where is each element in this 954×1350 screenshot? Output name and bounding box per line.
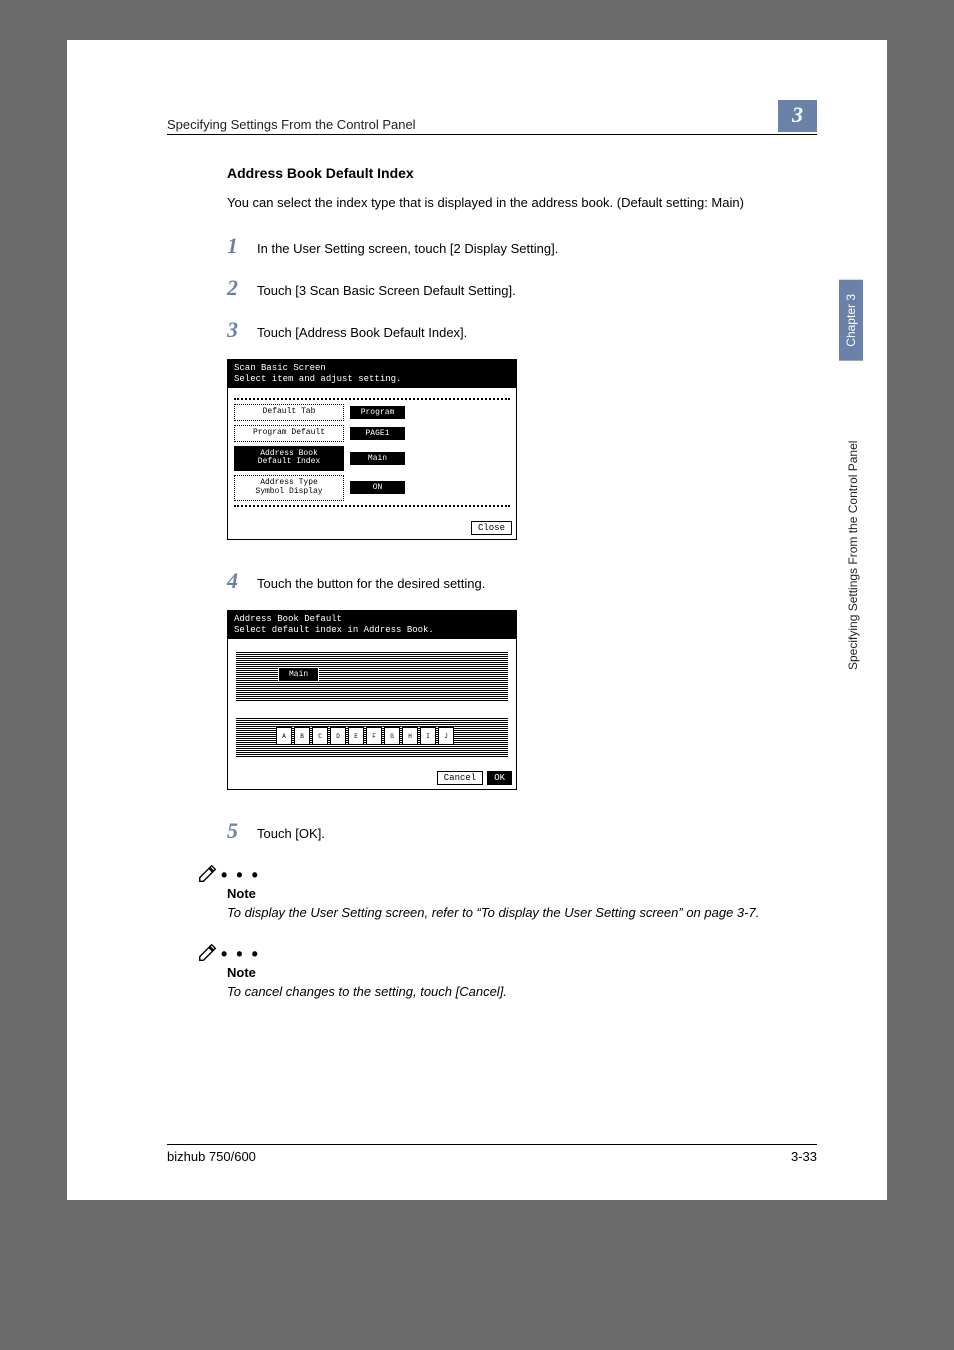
address-type-symbol-button[interactable]: Address Type Symbol Display <box>234 475 344 501</box>
page-header: Specifying Settings From the Control Pan… <box>167 100 817 135</box>
hatched-area: Main <box>236 651 508 701</box>
pencil-icon <box>197 941 219 963</box>
lcd-title-line1: Scan Basic Screen <box>234 363 326 373</box>
note-text: To cancel changes to the setting, touch … <box>227 983 797 1002</box>
index-icon[interactable]: B <box>294 727 310 745</box>
index-icon[interactable]: H <box>402 727 418 745</box>
lcd-footer: Close <box>228 517 516 539</box>
section-title: Address Book Default Index <box>227 165 797 181</box>
step-number: 2 <box>227 275 257 301</box>
cancel-button[interactable]: Cancel <box>437 771 483 785</box>
step-2: 2 Touch [3 Scan Basic Screen Default Set… <box>227 275 797 301</box>
step-text: Touch the button for the desired setting… <box>257 574 485 594</box>
default-tab-value: Program <box>350 406 405 419</box>
main-option-button[interactable]: Main <box>278 667 319 682</box>
divider <box>234 505 510 507</box>
ok-button[interactable]: OK <box>487 771 512 785</box>
row-program-default: Program Default PAGE1 <box>234 425 510 442</box>
page: Specifying Settings From the Control Pan… <box>67 40 887 1200</box>
step-number: 3 <box>227 317 257 343</box>
intro-text: You can select the index type that is di… <box>227 193 797 213</box>
divider <box>234 398 510 400</box>
default-tab-button[interactable]: Default Tab <box>234 404 344 421</box>
step-text: Touch [Address Book Default Index]. <box>257 323 467 343</box>
note-icon: • • • <box>197 862 797 884</box>
lcd-title-line1: Address Book Default <box>234 614 342 624</box>
screenshot-address-book-default: Address Book Default Select default inde… <box>227 610 797 791</box>
step-text: Touch [3 Scan Basic Screen Default Setti… <box>257 281 516 301</box>
lcd-title-line2: Select item and adjust setting. <box>234 374 401 384</box>
index-icon[interactable]: E <box>348 727 364 745</box>
step-text: Touch [OK]. <box>257 824 325 844</box>
lcd-title: Scan Basic Screen Select item and adjust… <box>228 360 516 389</box>
note-block: • • • Note To cancel changes to the sett… <box>197 941 797 1002</box>
footer-right: 3-33 <box>791 1149 817 1164</box>
close-button[interactable]: Close <box>471 521 512 535</box>
lcd-body: Default Tab Program Program Default PAGE… <box>228 388 516 517</box>
step-number: 1 <box>227 233 257 259</box>
index-icon[interactable]: C <box>312 727 328 745</box>
dots-icon: • • • <box>221 865 260 886</box>
note-label: Note <box>227 886 797 901</box>
header-title: Specifying Settings From the Control Pan… <box>167 117 416 132</box>
lcd-panel: Address Book Default Select default inde… <box>227 610 517 791</box>
index-icon-row: A B C D E F G H I J <box>276 727 454 745</box>
index-icon[interactable]: I <box>420 727 436 745</box>
step-5: 5 Touch [OK]. <box>227 818 797 844</box>
screenshot-scan-basic: Scan Basic Screen Select item and adjust… <box>227 359 797 540</box>
lcd-body: Main A B C D E F G H I J <box>228 639 516 767</box>
address-book-index-value: Main <box>350 452 405 465</box>
side-chapter-tab: Chapter 3 <box>839 280 863 361</box>
step-text: In the User Setting screen, touch [2 Dis… <box>257 239 558 259</box>
row-address-book-index: Address Book Default Index Main <box>234 446 510 472</box>
step-1: 1 In the User Setting screen, touch [2 D… <box>227 233 797 259</box>
row-address-type-symbol: Address Type Symbol Display ON <box>234 475 510 501</box>
footer-left: bizhub 750/600 <box>167 1149 256 1164</box>
side-chapter-text: Specifying Settings From the Control Pan… <box>846 370 860 670</box>
note-text: To display the User Setting screen, refe… <box>227 904 797 923</box>
lcd-title-line2: Select default index in Address Book. <box>234 625 434 635</box>
row-default-tab: Default Tab Program <box>234 404 510 421</box>
content: Address Book Default Index You can selec… <box>227 165 797 1002</box>
note-icon: • • • <box>197 941 797 963</box>
step-number: 4 <box>227 568 257 594</box>
step-3: 3 Touch [Address Book Default Index]. <box>227 317 797 343</box>
pencil-icon <box>197 862 219 884</box>
address-book-index-button[interactable]: Address Book Default Index <box>234 446 344 472</box>
program-default-button[interactable]: Program Default <box>234 425 344 442</box>
index-icon[interactable]: F <box>366 727 382 745</box>
hatched-area: A B C D E F G H I J <box>236 717 508 757</box>
step-4: 4 Touch the button for the desired setti… <box>227 568 797 594</box>
lcd-title: Address Book Default Select default inde… <box>228 611 516 640</box>
index-icon[interactable]: J <box>438 727 454 745</box>
chapter-badge: 3 <box>778 100 817 132</box>
dots-icon: • • • <box>221 944 260 965</box>
program-default-value: PAGE1 <box>350 427 405 440</box>
address-type-symbol-value: ON <box>350 481 405 494</box>
page-footer: bizhub 750/600 3-33 <box>167 1144 817 1164</box>
lcd-footer: Cancel OK <box>228 767 516 789</box>
lcd-panel: Scan Basic Screen Select item and adjust… <box>227 359 517 540</box>
index-icon[interactable]: G <box>384 727 400 745</box>
note-label: Note <box>227 965 797 980</box>
index-icon[interactable]: D <box>330 727 346 745</box>
index-icon[interactable]: A <box>276 727 292 745</box>
note-block: • • • Note To display the User Setting s… <box>197 862 797 923</box>
step-number: 5 <box>227 818 257 844</box>
